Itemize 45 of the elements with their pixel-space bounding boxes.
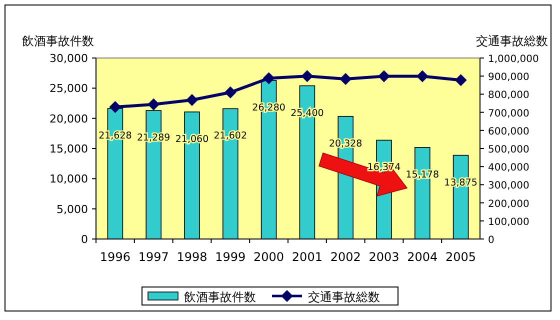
y2-tick-label: 0 xyxy=(488,235,494,246)
x-tick-label: 1996 xyxy=(100,250,130,264)
y2-tick-label: 900,000 xyxy=(488,72,530,84)
point xyxy=(262,72,275,84)
x-tick-label: 2000 xyxy=(254,250,284,264)
point xyxy=(416,70,428,82)
y-tick-label: 0 xyxy=(81,233,88,246)
y-tick-label: 25,000 xyxy=(50,82,88,96)
legend-label: 交通事故総数 xyxy=(308,290,380,304)
y2-tick-label: 700,000 xyxy=(488,108,530,120)
y2-tick-label: 300,000 xyxy=(488,180,530,192)
data-label: 16,374 xyxy=(367,162,401,174)
x-tick-label: 1998 xyxy=(176,250,208,264)
data-label: 20,328 xyxy=(328,138,362,150)
point xyxy=(186,94,198,106)
y-tick-label: 30,000 xyxy=(50,52,88,65)
y-tick-label: 10,000 xyxy=(50,172,88,186)
y2-tick-label: 500,000 xyxy=(488,144,530,156)
point xyxy=(224,86,236,98)
point xyxy=(301,70,314,82)
x-tick-label: 2002 xyxy=(330,250,361,264)
y2-tick-label: 100,000 xyxy=(488,216,530,228)
y2-tick-label: 1,000,000 xyxy=(488,54,539,65)
x-tick-label: 2001 xyxy=(292,250,322,264)
y2-tick-label: 800,000 xyxy=(488,90,530,102)
y-tick-label: 15,000 xyxy=(50,142,88,156)
y-axis-title: 飲酒事故件数 xyxy=(22,34,94,48)
y2-axis-title: 交通事故総数 xyxy=(476,34,548,48)
point xyxy=(340,72,352,85)
data-label: 15,178 xyxy=(406,169,440,180)
y-tick-label: 20,000 xyxy=(50,112,88,126)
x-tick-label: 1999 xyxy=(215,250,246,264)
legend-label: 飲酒事故件数 xyxy=(184,290,256,304)
x-tick-label: 2004 xyxy=(407,250,438,264)
point xyxy=(109,101,122,114)
point xyxy=(378,70,390,82)
y2-tick-label: 600,000 xyxy=(488,126,530,138)
point xyxy=(148,98,160,110)
x-tick-label: 2005 xyxy=(446,250,476,264)
y-tick-label: 5,000 xyxy=(56,202,88,216)
x-tick-label: 2003 xyxy=(368,250,400,264)
point xyxy=(454,74,467,86)
y2-tick-label: 400,000 xyxy=(488,162,530,174)
y2-tick-label: 200,000 xyxy=(488,198,530,210)
x-tick-label: 1997 xyxy=(138,250,169,264)
